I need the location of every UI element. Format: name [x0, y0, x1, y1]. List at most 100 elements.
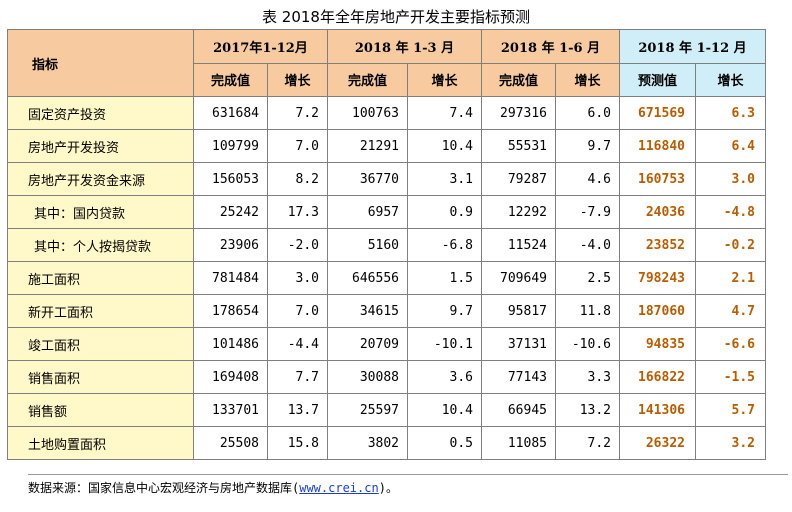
subheader-growth: 增长 — [555, 62, 620, 97]
forecast-growth-cell: 5.7 — [695, 393, 766, 427]
growth-cell: 8.2 — [267, 162, 328, 196]
forecast-growth-cell: -4.8 — [695, 195, 766, 229]
value-cell: 25597 — [327, 393, 408, 427]
value-cell: 79287 — [481, 162, 556, 196]
forecast-growth-cell: -1.5 — [695, 360, 766, 394]
value-cell: 178654 — [193, 294, 268, 328]
value-cell: 55531 — [481, 129, 556, 163]
forecast-value-cell: 187060 — [619, 294, 696, 328]
subheader-value: 完成值 — [327, 62, 408, 97]
subheader-value: 完成值 — [193, 62, 268, 97]
row-label: 房地产开发投资 — [7, 129, 194, 163]
value-cell: 11524 — [481, 228, 556, 262]
forecast-value-cell: 26322 — [619, 426, 696, 460]
value-cell: 25242 — [193, 195, 268, 229]
subheader-growth: 增长 — [267, 62, 328, 97]
period-header-2018-h1: 2018 年 1-6 月 — [481, 29, 620, 64]
value-cell: 100763 — [327, 96, 408, 130]
row-label: 固定资产投资 — [7, 96, 194, 130]
growth-cell: 17.3 — [267, 195, 328, 229]
value-cell: 297316 — [481, 96, 556, 130]
growth-cell: 0.9 — [407, 195, 482, 229]
value-cell: 3802 — [327, 426, 408, 460]
growth-cell: 10.4 — [407, 393, 482, 427]
value-cell: 11085 — [481, 426, 556, 460]
growth-cell: -10.1 — [407, 327, 482, 361]
growth-cell: 7.2 — [267, 96, 328, 130]
table-row: 施工面积 781484 3.0 646556 1.5 709649 2.5 798243 2.1 — [7, 261, 766, 295]
value-cell: 21291 — [327, 129, 408, 163]
growth-cell: 7.2 — [555, 426, 620, 460]
subheader-forecast-growth: 增长 — [695, 62, 766, 97]
value-cell: 646556 — [327, 261, 408, 295]
growth-cell: 9.7 — [407, 294, 482, 328]
forecast-value-cell: 798243 — [619, 261, 696, 295]
growth-cell: 9.7 — [555, 129, 620, 163]
row-label: 销售额 — [7, 393, 194, 427]
value-cell: 20709 — [327, 327, 408, 361]
table-title: 表 2018年全年房地产开发主要指标预测 — [262, 8, 530, 26]
forecast-growth-cell: 6.3 — [695, 96, 766, 130]
forecast-value-cell: 24036 — [619, 195, 696, 229]
row-label: 其中：国内贷款 — [7, 195, 194, 229]
subheader-forecast-value: 预测值 — [619, 62, 696, 97]
table-row: 房地产开发资金来源 156053 8.2 36770 3.1 79287 4.6 160753… — [7, 162, 766, 196]
forecast-growth-cell: -0.2 — [695, 228, 766, 262]
growth-cell: -6.8 — [407, 228, 482, 262]
growth-cell: 0.5 — [407, 426, 482, 460]
table-row: 竣工面积 101486 -4.4 20709 -10.1 37131 -10.6 94835-… — [7, 327, 766, 361]
row-label: 新开工面积 — [7, 294, 194, 328]
value-cell: 30088 — [327, 360, 408, 394]
value-cell: 631684 — [193, 96, 268, 130]
growth-cell: 3.6 — [407, 360, 482, 394]
growth-cell: 13.2 — [555, 393, 620, 427]
value-cell: 169408 — [193, 360, 268, 394]
value-cell: 101486 — [193, 327, 268, 361]
value-cell: 34615 — [327, 294, 408, 328]
table-row: 销售额 133701 13.7 25597 10.4 66945 13.2 141306 5.7 — [7, 393, 766, 427]
row-label: 施工面积 — [7, 261, 194, 295]
source-prefix: 数据来源：国家信息中心宏观经济与房地产数据库( — [28, 481, 300, 495]
growth-cell: -4.4 — [267, 327, 328, 361]
growth-cell: 3.0 — [267, 261, 328, 295]
period-header-2018-q1: 2018 年 1-3 月 — [327, 29, 482, 64]
growth-cell: -4.0 — [555, 228, 620, 262]
value-cell: 37131 — [481, 327, 556, 361]
growth-cell: 6.0 — [555, 96, 620, 130]
forecast-growth-cell: 6.4 — [695, 129, 766, 163]
value-cell: 781484 — [193, 261, 268, 295]
table-row: 房地产开发投资 109799 7.0 21291 10.4 55531 9.7 116840 6… — [7, 129, 766, 163]
forecast-value-cell: 160753 — [619, 162, 696, 196]
value-cell: 5160 — [327, 228, 408, 262]
growth-cell: -2.0 — [267, 228, 328, 262]
indicator-table: 指标 2017年1-12月 2018 年 1-3 月 2018 年 1-6 月 … — [7, 29, 766, 460]
table-row: 土地购置面积 25508 15.8 3802 0.5 11085 7.2 26322 3.2 — [7, 426, 766, 460]
table-row: 销售面积 169408 7.7 30088 3.6 77143 3.3 166822 -1.5 — [7, 360, 766, 394]
source-note: 数据来源：国家信息中心宏观经济与房地产数据库(www.crei.cn)。 — [28, 474, 788, 501]
table-row: 固定资产投资 631684 7.2 100763 7.4 297316 6.0 671569 6… — [7, 96, 766, 130]
value-cell: 95817 — [481, 294, 556, 328]
forecast-growth-cell: 4.7 — [695, 294, 766, 328]
value-cell: 133701 — [193, 393, 268, 427]
row-label: 销售面积 — [7, 360, 194, 394]
period-header-2018-forecast: 2018 年 1-12 月 — [619, 29, 766, 64]
growth-cell: 10.4 — [407, 129, 482, 163]
value-cell: 23906 — [193, 228, 268, 262]
table-row: 其中：个人按揭贷款 23906 -2.0 5160 -6.8 11524 -4.0 23852… — [7, 228, 766, 262]
growth-cell: 4.6 — [555, 162, 620, 196]
forecast-value-cell: 94835 — [619, 327, 696, 361]
value-cell: 77143 — [481, 360, 556, 394]
growth-cell: -10.6 — [555, 327, 620, 361]
growth-cell: -7.9 — [555, 195, 620, 229]
growth-cell: 1.5 — [407, 261, 482, 295]
subheader-growth: 增长 — [407, 62, 482, 97]
forecast-value-cell: 141306 — [619, 393, 696, 427]
value-cell: 36770 — [327, 162, 408, 196]
source-link[interactable]: www.crei.cn — [299, 481, 379, 495]
growth-cell: 2.5 — [555, 261, 620, 295]
forecast-growth-cell: 2.1 — [695, 261, 766, 295]
value-cell: 25508 — [193, 426, 268, 460]
indicator-header: 指标 — [7, 29, 194, 97]
period-header-2017: 2017年1-12月 — [193, 29, 328, 64]
row-label: 竣工面积 — [7, 327, 194, 361]
